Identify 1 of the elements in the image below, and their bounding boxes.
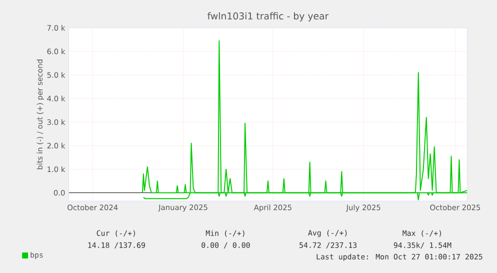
chart-title: fwln103i1 traffic - by year [207, 12, 329, 22]
